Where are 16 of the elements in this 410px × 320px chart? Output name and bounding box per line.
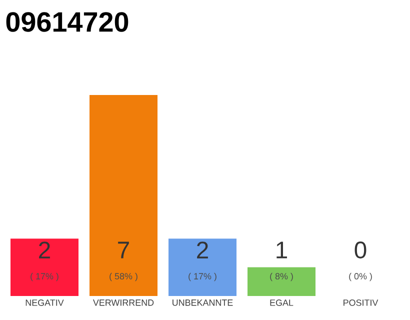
annotation: ( 17% )	[188, 272, 216, 282]
x-tick-label: NEGATIV	[26, 300, 64, 306]
annotation: ( 58% )	[110, 272, 138, 282]
annotation: ( 0% )	[349, 272, 372, 282]
x-tick-label: EGAL	[270, 300, 294, 306]
chart-title: 09614720	[6, 12, 128, 32]
annotation: ( 8% )	[270, 272, 293, 282]
data-label: 2	[39, 242, 50, 258]
data-label: 2	[197, 242, 208, 258]
x-tick-label: POSITIV	[344, 300, 378, 306]
annotation: ( 17% )	[30, 272, 58, 282]
data-label: 7	[118, 242, 129, 258]
x-tick-label: VERWIRREND	[92, 300, 154, 306]
data-label: 0	[354, 242, 366, 258]
x-tick-label: UNBEKANNTE	[172, 300, 233, 306]
data-label: 1	[276, 242, 287, 258]
